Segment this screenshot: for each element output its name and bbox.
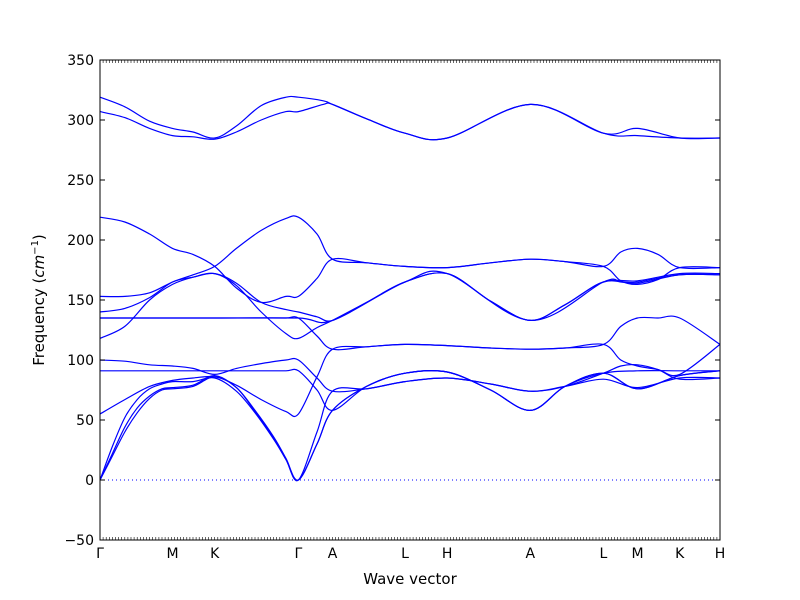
x-tick-label: K — [675, 546, 685, 562]
y-tick-label: 50 — [76, 413, 94, 429]
x-tick-label: Γ — [96, 546, 104, 562]
y-axis-unit-exponent: −1 — [30, 240, 41, 255]
band-line-11 — [99, 343, 721, 418]
band-line-2 — [99, 102, 721, 141]
y-axis: −50 0 50 100 150 200 250 300 350 — [64, 53, 720, 549]
y-tick-label: 250 — [67, 173, 94, 189]
x-tick-label: M — [631, 546, 643, 562]
y-tick-label: 100 — [67, 353, 94, 369]
y-axis-label-text: Frequency — [30, 288, 48, 366]
y-axis-label: Frequency (cm−1) — [30, 234, 48, 366]
y-tick-label: 0 — [85, 473, 94, 489]
y-tick-label: 150 — [67, 293, 94, 309]
band-line-7 — [100, 270, 721, 324]
x-axis-label: Wave vector — [363, 570, 457, 588]
band-line-1 — [99, 95, 721, 141]
x-tick-label: K — [210, 546, 220, 562]
x-tick-label: Γ — [294, 546, 302, 562]
band-line-8 — [100, 315, 721, 351]
y-tick-label: 300 — [67, 113, 94, 129]
x-tick-label: H — [442, 546, 453, 562]
band-line-14 — [99, 369, 721, 481]
x-tick-label: A — [328, 546, 338, 562]
x-tick-label: A — [525, 546, 535, 562]
x-tick-label: L — [401, 546, 409, 562]
y-tick-label: 200 — [67, 233, 94, 249]
x-tick-label: H — [715, 546, 726, 562]
band-line-9 — [99, 357, 721, 393]
band-line-10 — [100, 368, 720, 412]
x-tick-label: L — [600, 546, 608, 562]
band-line-6 — [99, 272, 721, 340]
y-tick-label: 350 — [67, 53, 94, 69]
band-line-3 — [99, 216, 721, 304]
y-axis-unit: cm — [30, 255, 48, 278]
y-tick-label: −50 — [64, 533, 94, 549]
band-line-4 — [99, 215, 721, 298]
band-lines — [99, 95, 721, 482]
band-line-12 — [99, 376, 721, 482]
x-tick-label: M — [166, 546, 178, 562]
